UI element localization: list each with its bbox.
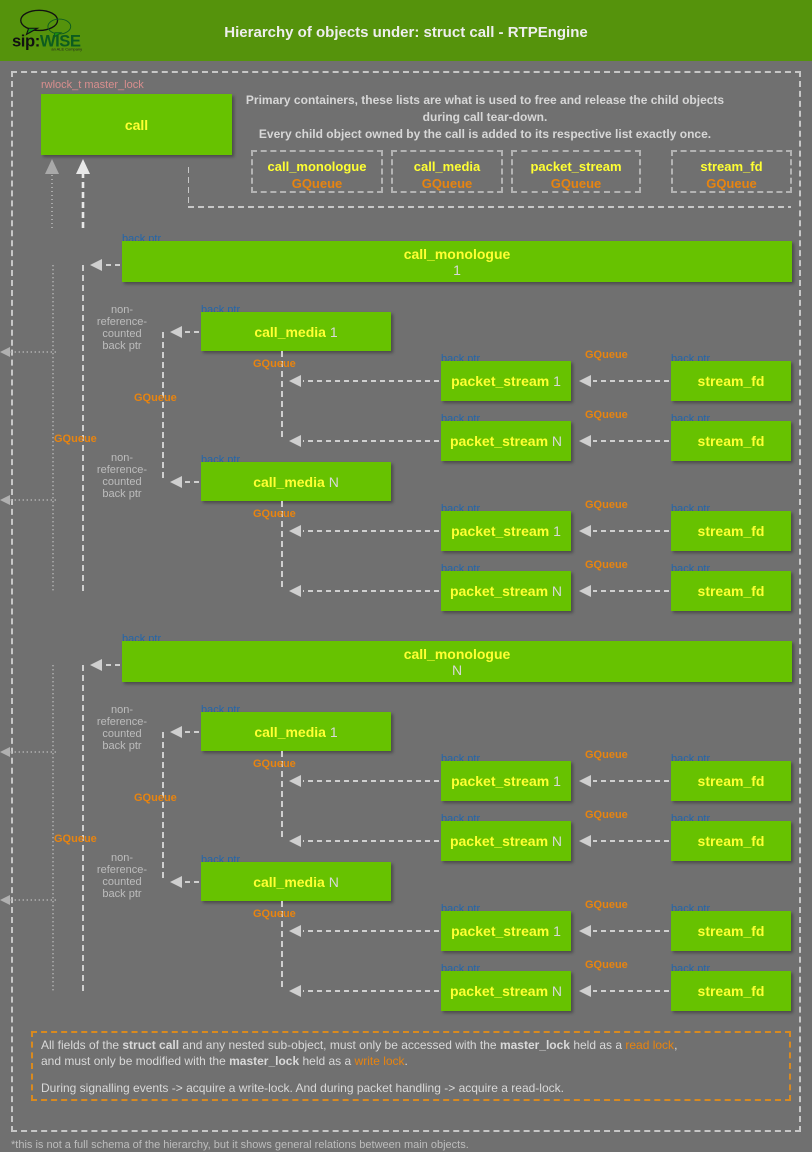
- svg-text:an ALE Company: an ALE Company: [51, 47, 82, 52]
